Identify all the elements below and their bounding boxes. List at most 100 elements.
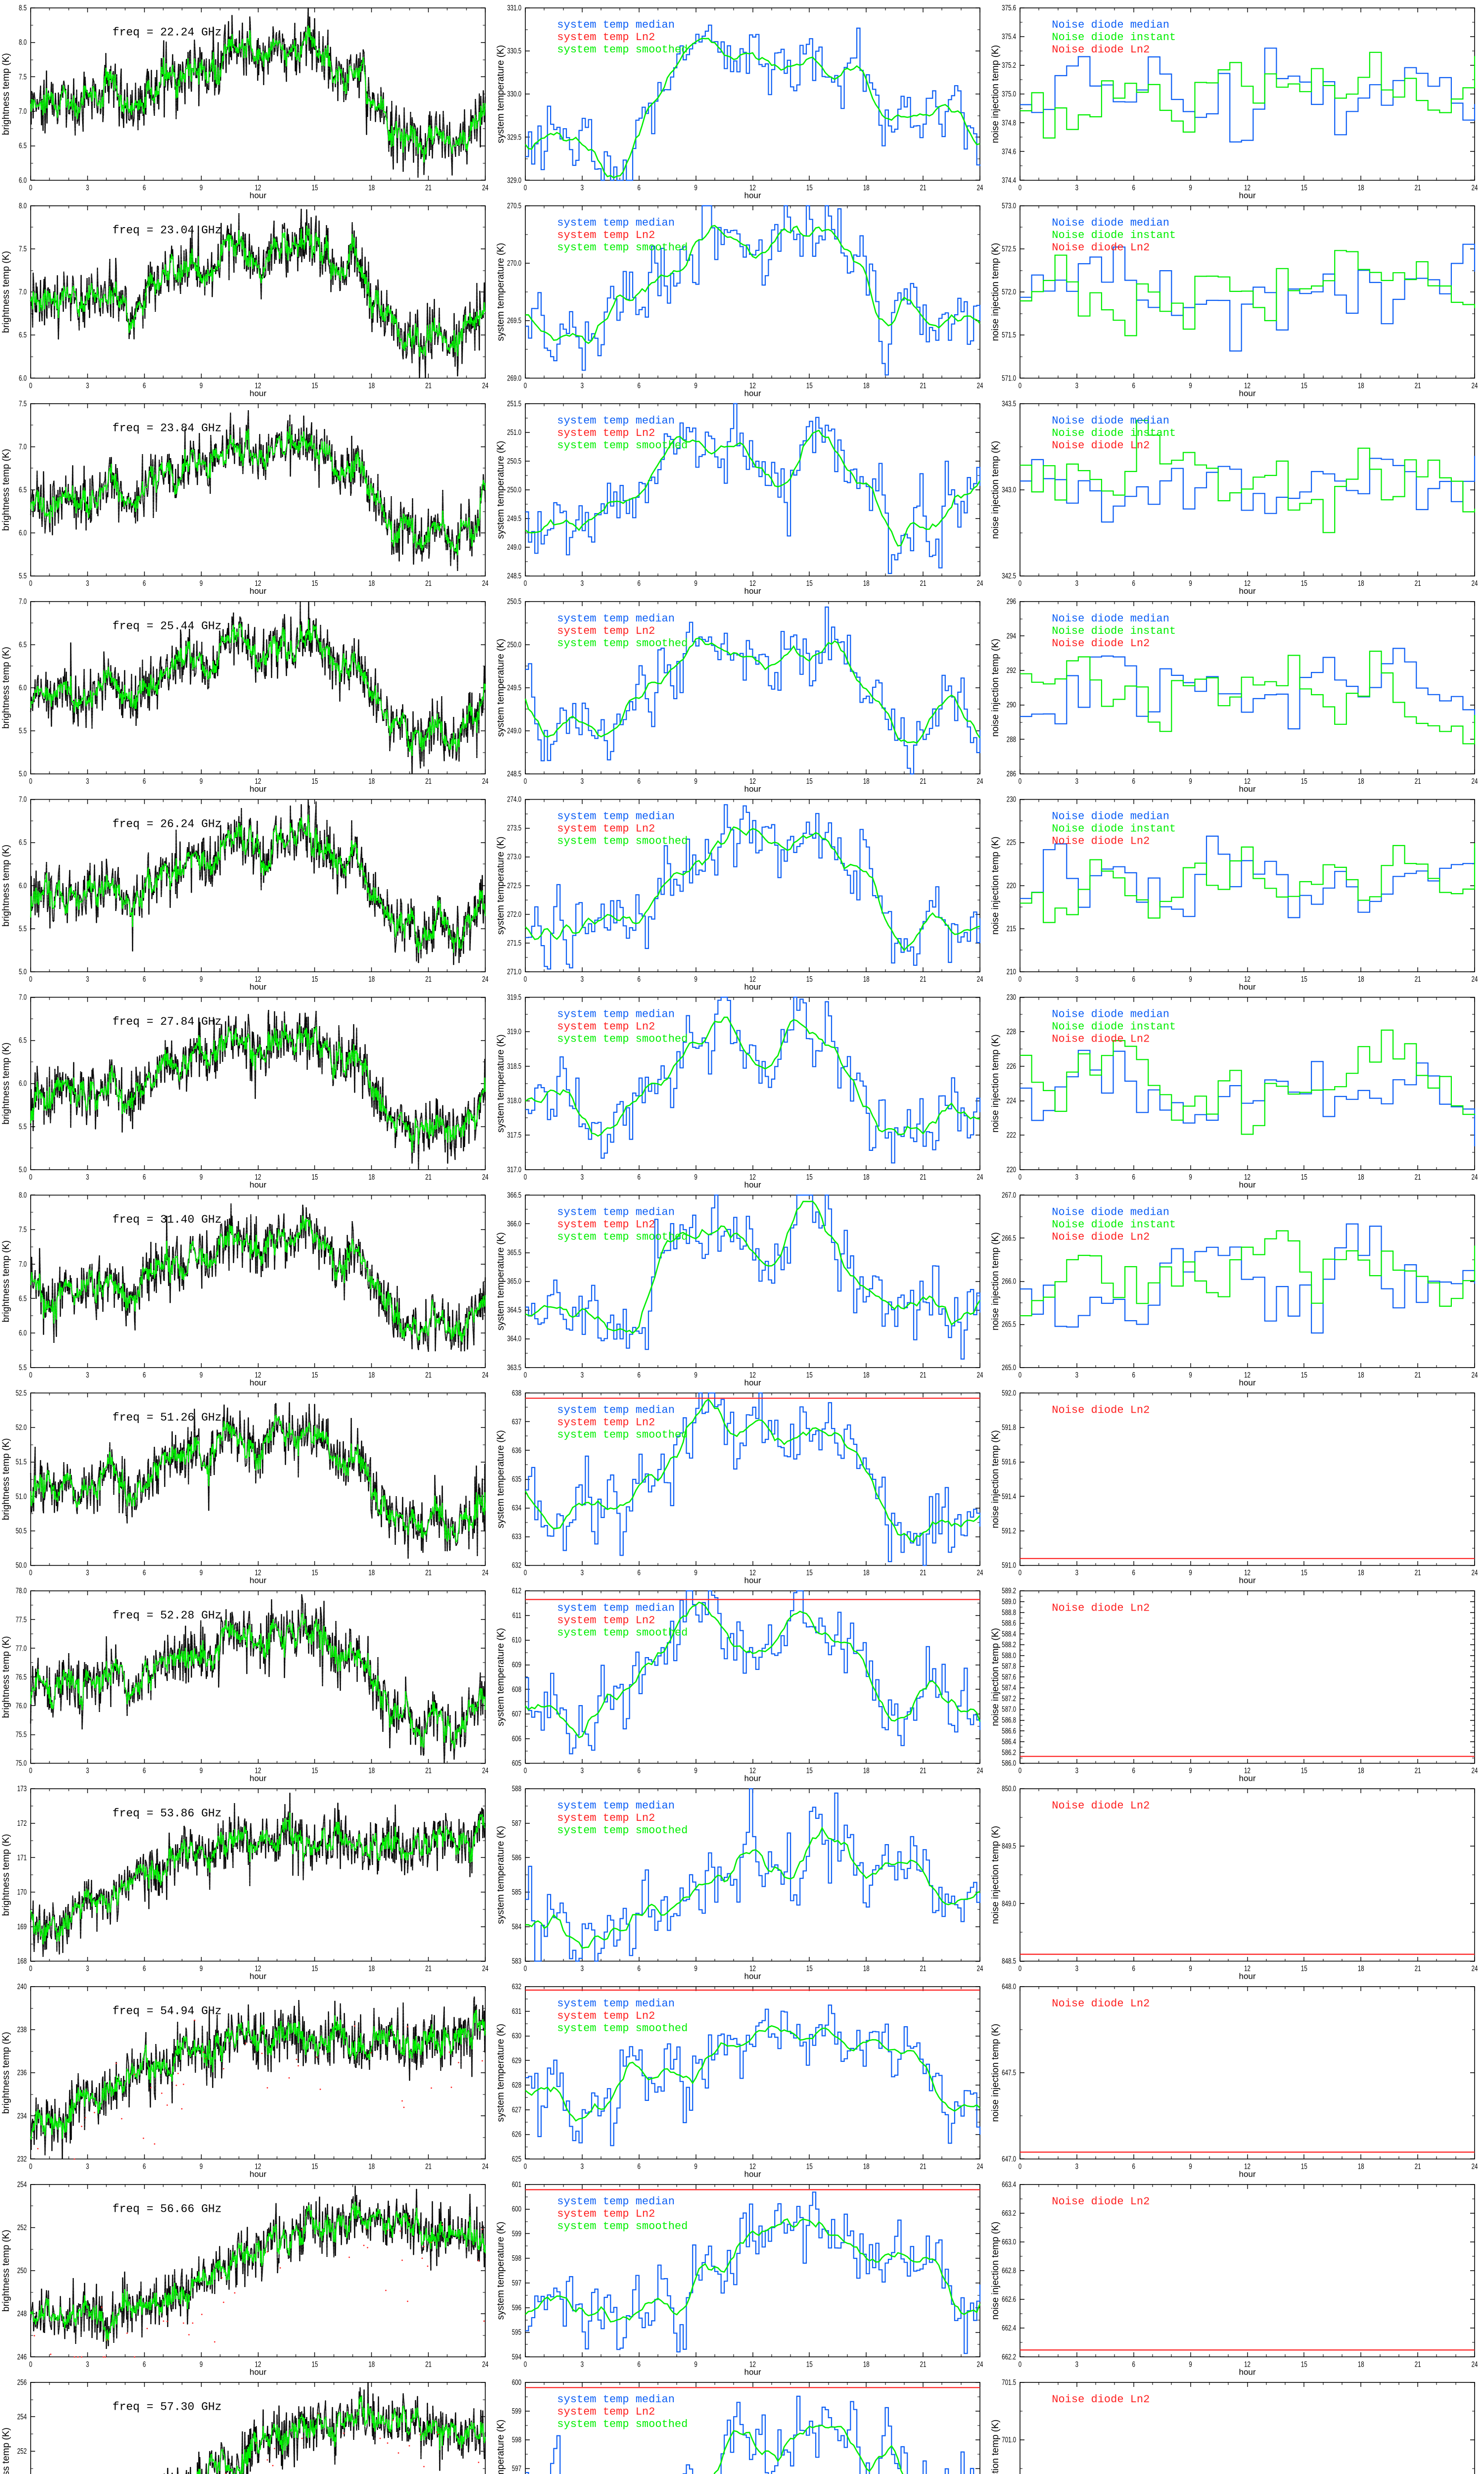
svg-text:6: 6 (1132, 1172, 1136, 1181)
svg-text:330.0: 330.0 (507, 89, 521, 98)
svg-text:21: 21 (1415, 578, 1421, 587)
svg-text:9: 9 (199, 1568, 203, 1577)
svg-text:21: 21 (1415, 381, 1421, 389)
svg-text:220: 220 (1007, 1165, 1016, 1174)
svg-text:Noise diode Ln2: Noise diode Ln2 (1052, 637, 1150, 650)
svg-text:18: 18 (863, 2161, 870, 2170)
svg-text:266.0: 266.0 (1002, 1277, 1016, 1285)
svg-text:18: 18 (369, 183, 375, 191)
svg-text:system temperature (K): system temperature (K) (496, 837, 506, 935)
svg-text:15: 15 (1301, 776, 1307, 785)
svg-text:76.5: 76.5 (16, 1672, 27, 1681)
svg-text:brightness temp (K): brightness temp (K) (1, 1240, 11, 1323)
svg-text:9: 9 (1189, 1964, 1192, 1973)
svg-text:296: 296 (1007, 597, 1016, 606)
svg-text:freq = 27.84 GHz: freq = 27.84 GHz (112, 1015, 222, 1028)
svg-text:system temp median: system temp median (557, 2195, 675, 2208)
svg-text:76.0: 76.0 (16, 1701, 27, 1710)
svg-text:272.5: 272.5 (507, 881, 521, 890)
svg-text:3: 3 (1075, 1568, 1079, 1577)
svg-text:24: 24 (482, 776, 489, 785)
svg-text:701.5: 701.5 (1002, 2378, 1016, 2386)
svg-text:brightness temp (K): brightness temp (K) (1, 2230, 11, 2312)
svg-text:0: 0 (1019, 1568, 1022, 1577)
svg-text:0: 0 (29, 381, 33, 389)
svg-text:248.5: 248.5 (507, 571, 521, 580)
svg-text:220: 220 (1007, 881, 1016, 890)
svg-text:365.5: 365.5 (507, 1248, 521, 1257)
svg-text:3: 3 (86, 381, 90, 389)
svg-text:254: 254 (17, 2180, 27, 2189)
svg-text:system temperature (K): system temperature (K) (496, 2024, 506, 2122)
svg-text:246: 246 (17, 2352, 27, 2361)
svg-text:24: 24 (977, 1766, 983, 1775)
svg-text:7.0: 7.0 (19, 597, 27, 606)
svg-text:587.2: 587.2 (1002, 1694, 1016, 1703)
svg-text:588: 588 (512, 1784, 521, 1793)
svg-text:0: 0 (1019, 776, 1022, 785)
svg-text:6.0: 6.0 (19, 683, 27, 692)
svg-text:hour: hour (249, 1576, 266, 1585)
svg-text:noise injection temp (K): noise injection temp (K) (990, 2420, 1001, 2474)
svg-text:626: 626 (512, 2130, 521, 2139)
svg-text:Noise diode Ln2: Noise diode Ln2 (1052, 2393, 1150, 2406)
svg-text:15: 15 (806, 1766, 813, 1775)
svg-text:0: 0 (29, 1766, 33, 1775)
svg-text:15: 15 (312, 1568, 318, 1577)
svg-text:15: 15 (312, 2161, 318, 2170)
svg-text:9: 9 (1189, 1766, 1192, 1775)
svg-text:848.5: 848.5 (1002, 1956, 1016, 1965)
svg-text:9: 9 (694, 2359, 697, 2368)
svg-text:269.5: 269.5 (507, 316, 521, 325)
svg-text:224: 224 (1007, 1096, 1016, 1105)
svg-text:0: 0 (524, 1964, 527, 1973)
svg-text:251.0: 251.0 (507, 428, 521, 436)
svg-text:594: 594 (512, 2352, 521, 2361)
svg-text:225: 225 (1007, 838, 1016, 847)
svg-text:24: 24 (482, 974, 489, 983)
svg-text:system temp smoothed: system temp smoothed (557, 835, 688, 848)
svg-text:6: 6 (143, 1568, 146, 1577)
svg-text:606: 606 (512, 1734, 521, 1743)
svg-text:15: 15 (806, 776, 813, 785)
svg-text:9: 9 (199, 183, 203, 191)
svg-text:15: 15 (1301, 1568, 1307, 1577)
svg-text:18: 18 (863, 776, 870, 785)
svg-text:hour: hour (249, 2367, 266, 2377)
svg-text:50.0: 50.0 (16, 1561, 27, 1570)
svg-text:24: 24 (482, 381, 489, 389)
svg-text:Noise diode Ln2: Noise diode Ln2 (1052, 439, 1150, 452)
svg-text:0: 0 (29, 1964, 33, 1973)
svg-text:571.5: 571.5 (1002, 330, 1016, 339)
svg-text:583: 583 (512, 1956, 521, 1965)
svg-text:0: 0 (1019, 2161, 1022, 2170)
svg-text:251.5: 251.5 (507, 399, 521, 408)
svg-text:21: 21 (425, 1766, 432, 1775)
svg-text:587: 587 (512, 1818, 521, 1827)
svg-text:588.0: 588.0 (1002, 1651, 1016, 1660)
svg-text:6.5: 6.5 (19, 838, 27, 847)
svg-text:375.2: 375.2 (1002, 60, 1016, 69)
svg-text:24: 24 (1472, 2161, 1478, 2170)
svg-text:18: 18 (863, 183, 870, 191)
svg-text:598: 598 (512, 2253, 521, 2262)
svg-text:5.0: 5.0 (19, 769, 27, 778)
svg-text:Noise diode median: Noise diode median (1052, 19, 1169, 31)
svg-text:9: 9 (1189, 2161, 1192, 2170)
svg-text:brightness temp (K): brightness temp (K) (1, 53, 11, 135)
svg-text:freq = 23.04 GHz: freq = 23.04 GHz (112, 224, 222, 237)
svg-text:24: 24 (482, 1568, 489, 1577)
svg-text:system temp Ln2: system temp Ln2 (557, 2406, 655, 2418)
svg-text:3: 3 (1075, 776, 1079, 785)
svg-text:587.6: 587.6 (1002, 1672, 1016, 1681)
svg-text:15: 15 (806, 1568, 813, 1577)
svg-text:364.5: 364.5 (507, 1305, 521, 1314)
svg-text:6: 6 (1132, 776, 1136, 785)
svg-text:brightness temp (K): brightness temp (K) (1, 647, 11, 729)
svg-text:24: 24 (482, 2161, 489, 2170)
svg-text:system temp median: system temp median (557, 2393, 675, 2406)
svg-text:5.5: 5.5 (19, 726, 27, 735)
svg-text:588.8: 588.8 (1002, 1608, 1016, 1617)
svg-text:0: 0 (524, 2359, 527, 2368)
svg-text:6: 6 (1132, 1568, 1136, 1577)
